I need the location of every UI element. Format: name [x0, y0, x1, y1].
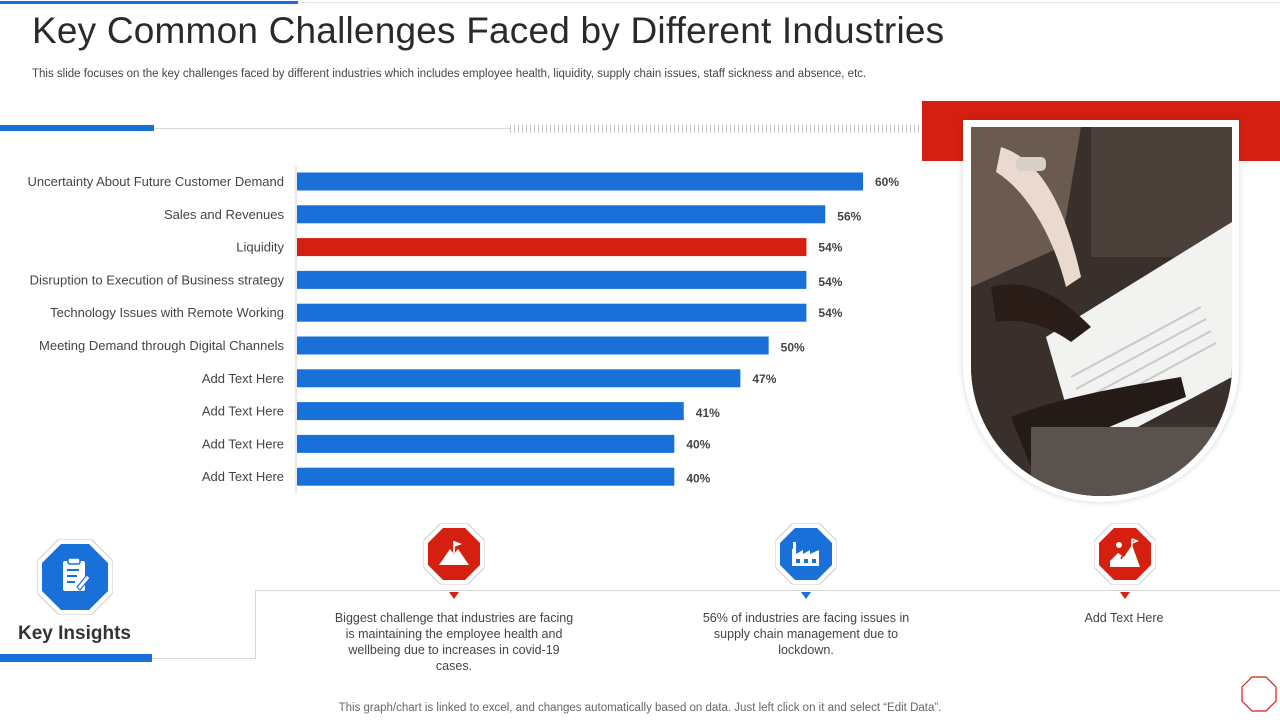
insight-1-text: Biggest challenge that industries are fa…	[334, 611, 574, 673]
top-accent-bar	[0, 1, 298, 4]
category-label: Uncertainty About Future Customer Demand	[27, 174, 284, 189]
value-label: 40%	[686, 437, 710, 451]
key-insights-accent-bar	[0, 654, 152, 662]
insight-3-text: Add Text Here	[1084, 611, 1164, 625]
top-rule	[0, 2, 1280, 3]
separator-accent	[0, 125, 154, 131]
value-label: 54%	[818, 241, 842, 255]
category-label: Add Text Here	[202, 436, 284, 451]
insight-1-pointer	[449, 592, 459, 599]
category-label: Liquidity	[236, 240, 284, 255]
insights-frame-top	[256, 590, 1280, 591]
category-label: Add Text Here	[202, 404, 284, 419]
insights-frame-left	[255, 590, 256, 659]
insight-1-badge	[422, 522, 486, 590]
value-label: 41%	[696, 406, 720, 420]
business-meeting-photo	[971, 127, 1232, 496]
page-subtitle: This slide focuses on the key challenges…	[32, 68, 867, 80]
bar	[297, 402, 684, 421]
page-title: Key Common Challenges Faced by Different…	[32, 10, 945, 51]
photo-illustration	[971, 127, 1232, 496]
bar	[297, 238, 807, 257]
bar	[297, 172, 863, 191]
separator-line	[154, 128, 510, 129]
category-label: Meeting Demand through Digital Channels	[39, 338, 284, 353]
insights-header-badge	[36, 538, 114, 620]
value-label: 40%	[686, 472, 710, 486]
separator-hatch	[510, 125, 922, 133]
category-label: Technology Issues with Remote Working	[50, 305, 284, 320]
footer-note: This graph/chart is linked to excel, and…	[338, 702, 942, 714]
category-label: Add Text Here	[202, 469, 284, 484]
value-label: 54%	[818, 275, 842, 289]
category-label: Disruption to Execution of Business stra…	[30, 272, 285, 287]
climber-icon	[1110, 538, 1140, 567]
category-label: Add Text Here	[202, 371, 284, 386]
clipboard-icon	[63, 557, 91, 591]
insight-2-text: 56% of industries are facing issues in s…	[702, 611, 910, 657]
value-label: 60%	[875, 175, 899, 189]
insight-3-badge	[1093, 522, 1157, 590]
value-label: 50%	[781, 341, 805, 355]
bar	[297, 205, 826, 224]
bar	[297, 369, 741, 388]
insight-3-pointer	[1120, 592, 1130, 599]
insights-frame-base	[152, 658, 256, 659]
bar	[297, 270, 807, 289]
key-insights-title: Key Insights	[18, 623, 131, 644]
insight-2-badge	[774, 522, 838, 590]
value-label: 56%	[837, 209, 861, 223]
bar	[297, 303, 807, 322]
bar	[297, 467, 675, 486]
value-label: 54%	[818, 306, 842, 320]
bar	[297, 336, 769, 355]
corner-octagon-mark	[1241, 676, 1277, 717]
factory-icon	[792, 542, 819, 566]
mountain-flag-icon	[439, 541, 469, 565]
challenges-bar-chart: Uncertainty About Future Customer Demand…	[27, 166, 899, 494]
bar	[297, 434, 675, 453]
value-label: 47%	[752, 372, 776, 386]
insight-2-pointer	[801, 592, 811, 599]
category-label: Sales and Revenues	[164, 207, 284, 222]
